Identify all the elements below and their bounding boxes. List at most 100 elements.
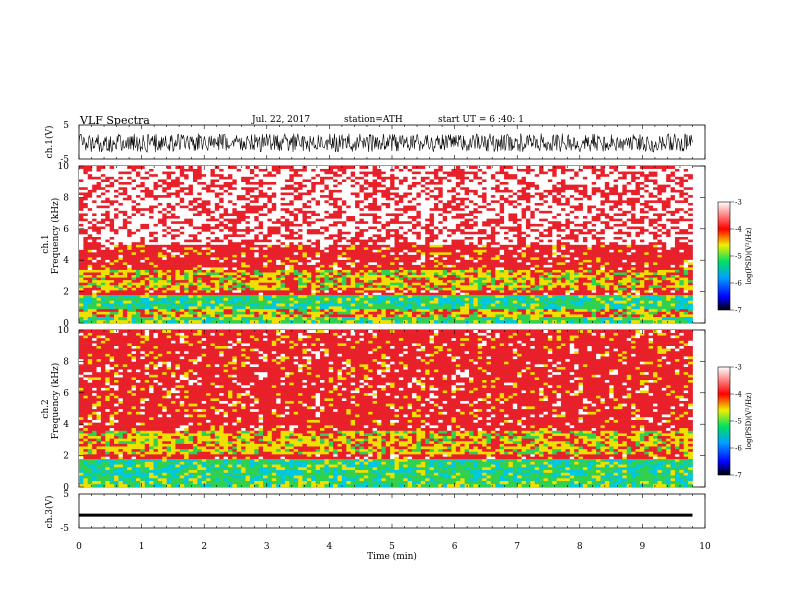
spectrogram-cell	[653, 255, 658, 258]
spectrogram-cell	[377, 229, 382, 232]
spectrogram-cell	[351, 265, 356, 268]
spectrogram-cell	[355, 287, 360, 290]
spectrogram-cell	[416, 242, 421, 245]
spectrogram-cell	[644, 295, 649, 298]
spectrogram-cell	[451, 292, 456, 295]
spectrogram-cell	[307, 285, 312, 288]
spectrogram-cell	[132, 234, 137, 237]
spectrogram-cell	[316, 265, 321, 268]
spectrogram-cell	[627, 257, 632, 260]
spectrogram-cell	[259, 314, 264, 317]
spectrogram-cell	[373, 317, 378, 320]
spectrogram-cell	[377, 309, 382, 312]
spectrogram-cell	[110, 257, 115, 260]
spectrogram-cell	[83, 229, 88, 232]
spectrogram-cell	[408, 317, 413, 320]
spectrogram-cell	[79, 277, 84, 280]
spectrogram-cell	[679, 239, 684, 242]
spectrogram-cell	[241, 298, 246, 301]
spectrogram-cell	[346, 257, 351, 260]
spectrogram-cell	[530, 287, 535, 290]
spectrogram-cell	[570, 247, 575, 250]
spectrogram-cell	[158, 272, 163, 275]
spectrogram-cell	[587, 277, 592, 280]
spectrogram-cell	[684, 239, 689, 242]
spectrogram-cell	[281, 280, 286, 283]
spectrogram-cell	[522, 257, 527, 260]
spectrogram-cell	[259, 234, 264, 237]
spectrogram-cell	[671, 270, 676, 273]
spectrogram-cell	[224, 306, 229, 309]
spectrogram-cell	[359, 257, 364, 260]
spectrogram-cell	[298, 260, 303, 263]
spectrogram-cell	[662, 231, 667, 234]
spectrogram-cell	[210, 292, 215, 295]
spectrogram-cell	[206, 277, 211, 280]
spectrogram-cell	[114, 298, 119, 301]
spectrogram-cell	[517, 303, 522, 306]
spectrogram-cell	[202, 242, 207, 245]
spectrogram-cell	[412, 306, 417, 309]
spectrogram-cell	[644, 267, 649, 270]
spectrogram-cell	[539, 234, 544, 237]
spectrogram-cell	[132, 303, 137, 306]
spectrogram-cell	[267, 229, 272, 232]
spectrogram-cell	[145, 265, 150, 268]
spectrogram-cell	[644, 255, 649, 258]
spectrogram-cell	[224, 298, 229, 301]
spectrogram-cell	[149, 287, 154, 290]
spectrogram-cell	[193, 255, 198, 258]
spectrogram-cell	[311, 287, 316, 290]
spectrogram-cell	[434, 267, 439, 270]
spectrogram-cell	[311, 277, 316, 280]
spectrogram-cell	[460, 285, 465, 288]
spectrogram-cell	[153, 303, 158, 306]
spectrogram-cell	[517, 255, 522, 258]
spectrogram-cell	[140, 237, 145, 240]
spectrogram-cell	[153, 314, 158, 317]
spectrogram-cell	[127, 282, 132, 285]
spectrogram-cell	[539, 309, 544, 312]
spectrogram-cell	[583, 270, 588, 273]
spectrogram-cell	[232, 317, 237, 320]
spectrogram-cell	[246, 242, 251, 245]
spectrogram-cell	[285, 298, 290, 301]
spectrogram-cell	[671, 306, 676, 309]
spectrogram-cell	[377, 311, 382, 314]
spectrogram-cell	[298, 239, 303, 242]
spectrogram-cell	[114, 314, 119, 317]
spectrogram-cell	[473, 317, 478, 320]
spectrogram-cell	[408, 295, 413, 298]
spectrogram-cell	[140, 252, 145, 255]
spectrogram-cell	[434, 298, 439, 301]
spectrogram-cell	[316, 300, 321, 303]
spectrogram-cell	[425, 282, 430, 285]
spectrogram-cell	[447, 272, 452, 275]
spectrogram-cell	[565, 239, 570, 242]
spectrogram-cell	[482, 277, 487, 280]
spectrogram-cell	[508, 298, 513, 301]
spectrogram-cell	[491, 290, 496, 293]
spectrogram-cell	[618, 237, 623, 240]
spectrogram-cell	[158, 252, 163, 255]
spectrogram-cell	[434, 290, 439, 293]
spectrogram-cell	[272, 303, 277, 306]
spectrogram-cell	[517, 257, 522, 260]
spectrogram-cell	[399, 257, 404, 260]
spectrogram-cell	[430, 280, 435, 283]
spectrogram-cell	[517, 239, 522, 242]
spectrogram-cell	[197, 277, 202, 280]
spectrogram-cell	[522, 275, 527, 278]
spectrogram-cell	[666, 245, 671, 248]
spectrogram-cell	[175, 255, 180, 258]
spectrogram-cell	[631, 282, 636, 285]
spectrogram-cell	[114, 295, 119, 298]
spectrogram-cell	[175, 317, 180, 320]
spectrogram-cell	[307, 242, 312, 245]
spectrogram-cell	[281, 298, 286, 301]
spectrogram-cell	[246, 272, 251, 275]
spectrogram-cell	[644, 320, 649, 323]
spectrogram-cell	[666, 300, 671, 303]
spectrogram-cell	[517, 290, 522, 293]
spectrogram-cell	[416, 290, 421, 293]
